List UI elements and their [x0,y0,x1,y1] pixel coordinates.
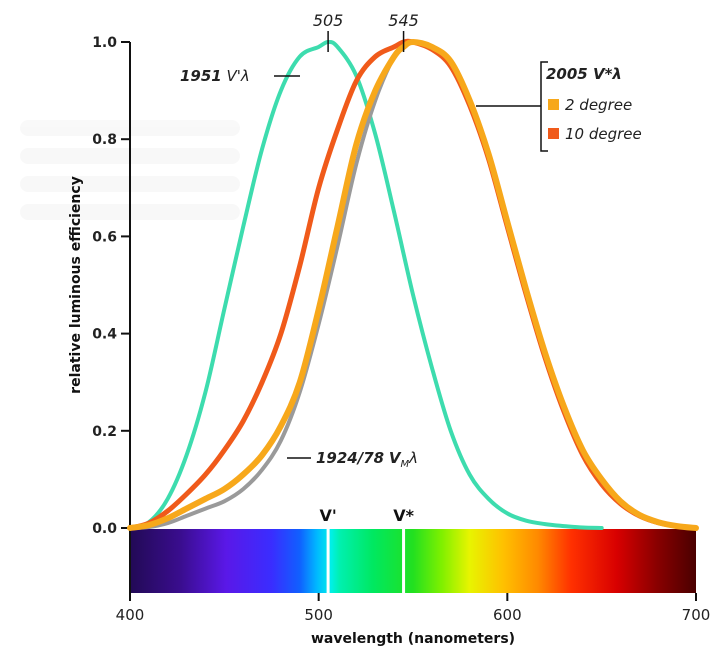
visible-spectrum-bar [130,529,696,593]
y-tick-group: 0.0 0.2 0.4 0.6 0.8 1.0 [92,35,130,537]
annotation-judd: 1924/78 VMλ [287,449,418,470]
legend-label-2-degree: 2 degree [565,96,632,114]
series-2-degree-line [127,39,699,531]
legend-bracket [540,61,548,152]
annotation-judd-subscript: M [401,459,410,470]
peak-label: 545 [388,11,419,30]
x-tick-label: 500 [304,606,333,624]
annotation-scotopic-year: 1951 [180,67,222,85]
y-tick-label: 1.0 [92,35,117,51]
legend: 2005 V*λ 2 degree 10 degree [476,61,642,152]
spectrum-marker-label: V' [319,506,336,525]
annotation-scotopic: 1951 V'λ [180,67,300,85]
legend-swatch-10-degree [548,128,559,139]
y-tick-label: 0.6 [92,229,117,245]
x-axis-title: wavelength (nanometers) [311,631,515,647]
x-tick-label: 600 [493,606,522,624]
spectrum-marker-line [402,529,406,593]
annotation-judd-year: 1924/78 [316,449,384,467]
annotation-judd-symbol: V [389,449,402,467]
spectrum-marker-label: V* [393,506,414,525]
annotation-judd-label: 1924/78 VMλ [316,449,418,470]
annotation-scotopic-label: 1951 V'λ [180,67,250,85]
legend-swatch-2-degree [548,99,559,110]
x-tick-label: 700 [682,606,711,624]
x-tick-label: 400 [116,606,145,624]
x-tick-group: 400 500 600 700 [116,593,711,624]
spectrum-marker-group: V' V* [319,506,415,593]
y-axis-title: relative luminous efficiency [68,176,84,394]
legend-title: 2005 V*λ [546,65,622,83]
series-layer [127,38,699,531]
annotation-judd-suffix: λ [408,449,418,467]
y-tick-label: 0.2 [92,424,117,440]
peak-label: 505 [313,11,344,30]
y-tick-label: 0.8 [92,132,117,148]
annotation-scotopic-symbol: V'λ [227,67,250,85]
legend-label-10-degree: 10 degree [565,125,642,143]
y-tick-label: 0.0 [92,521,117,537]
y-tick-label: 0.4 [92,327,117,343]
spectrum-marker-line [326,529,330,593]
peak-label-group: 505 545 [313,11,419,52]
